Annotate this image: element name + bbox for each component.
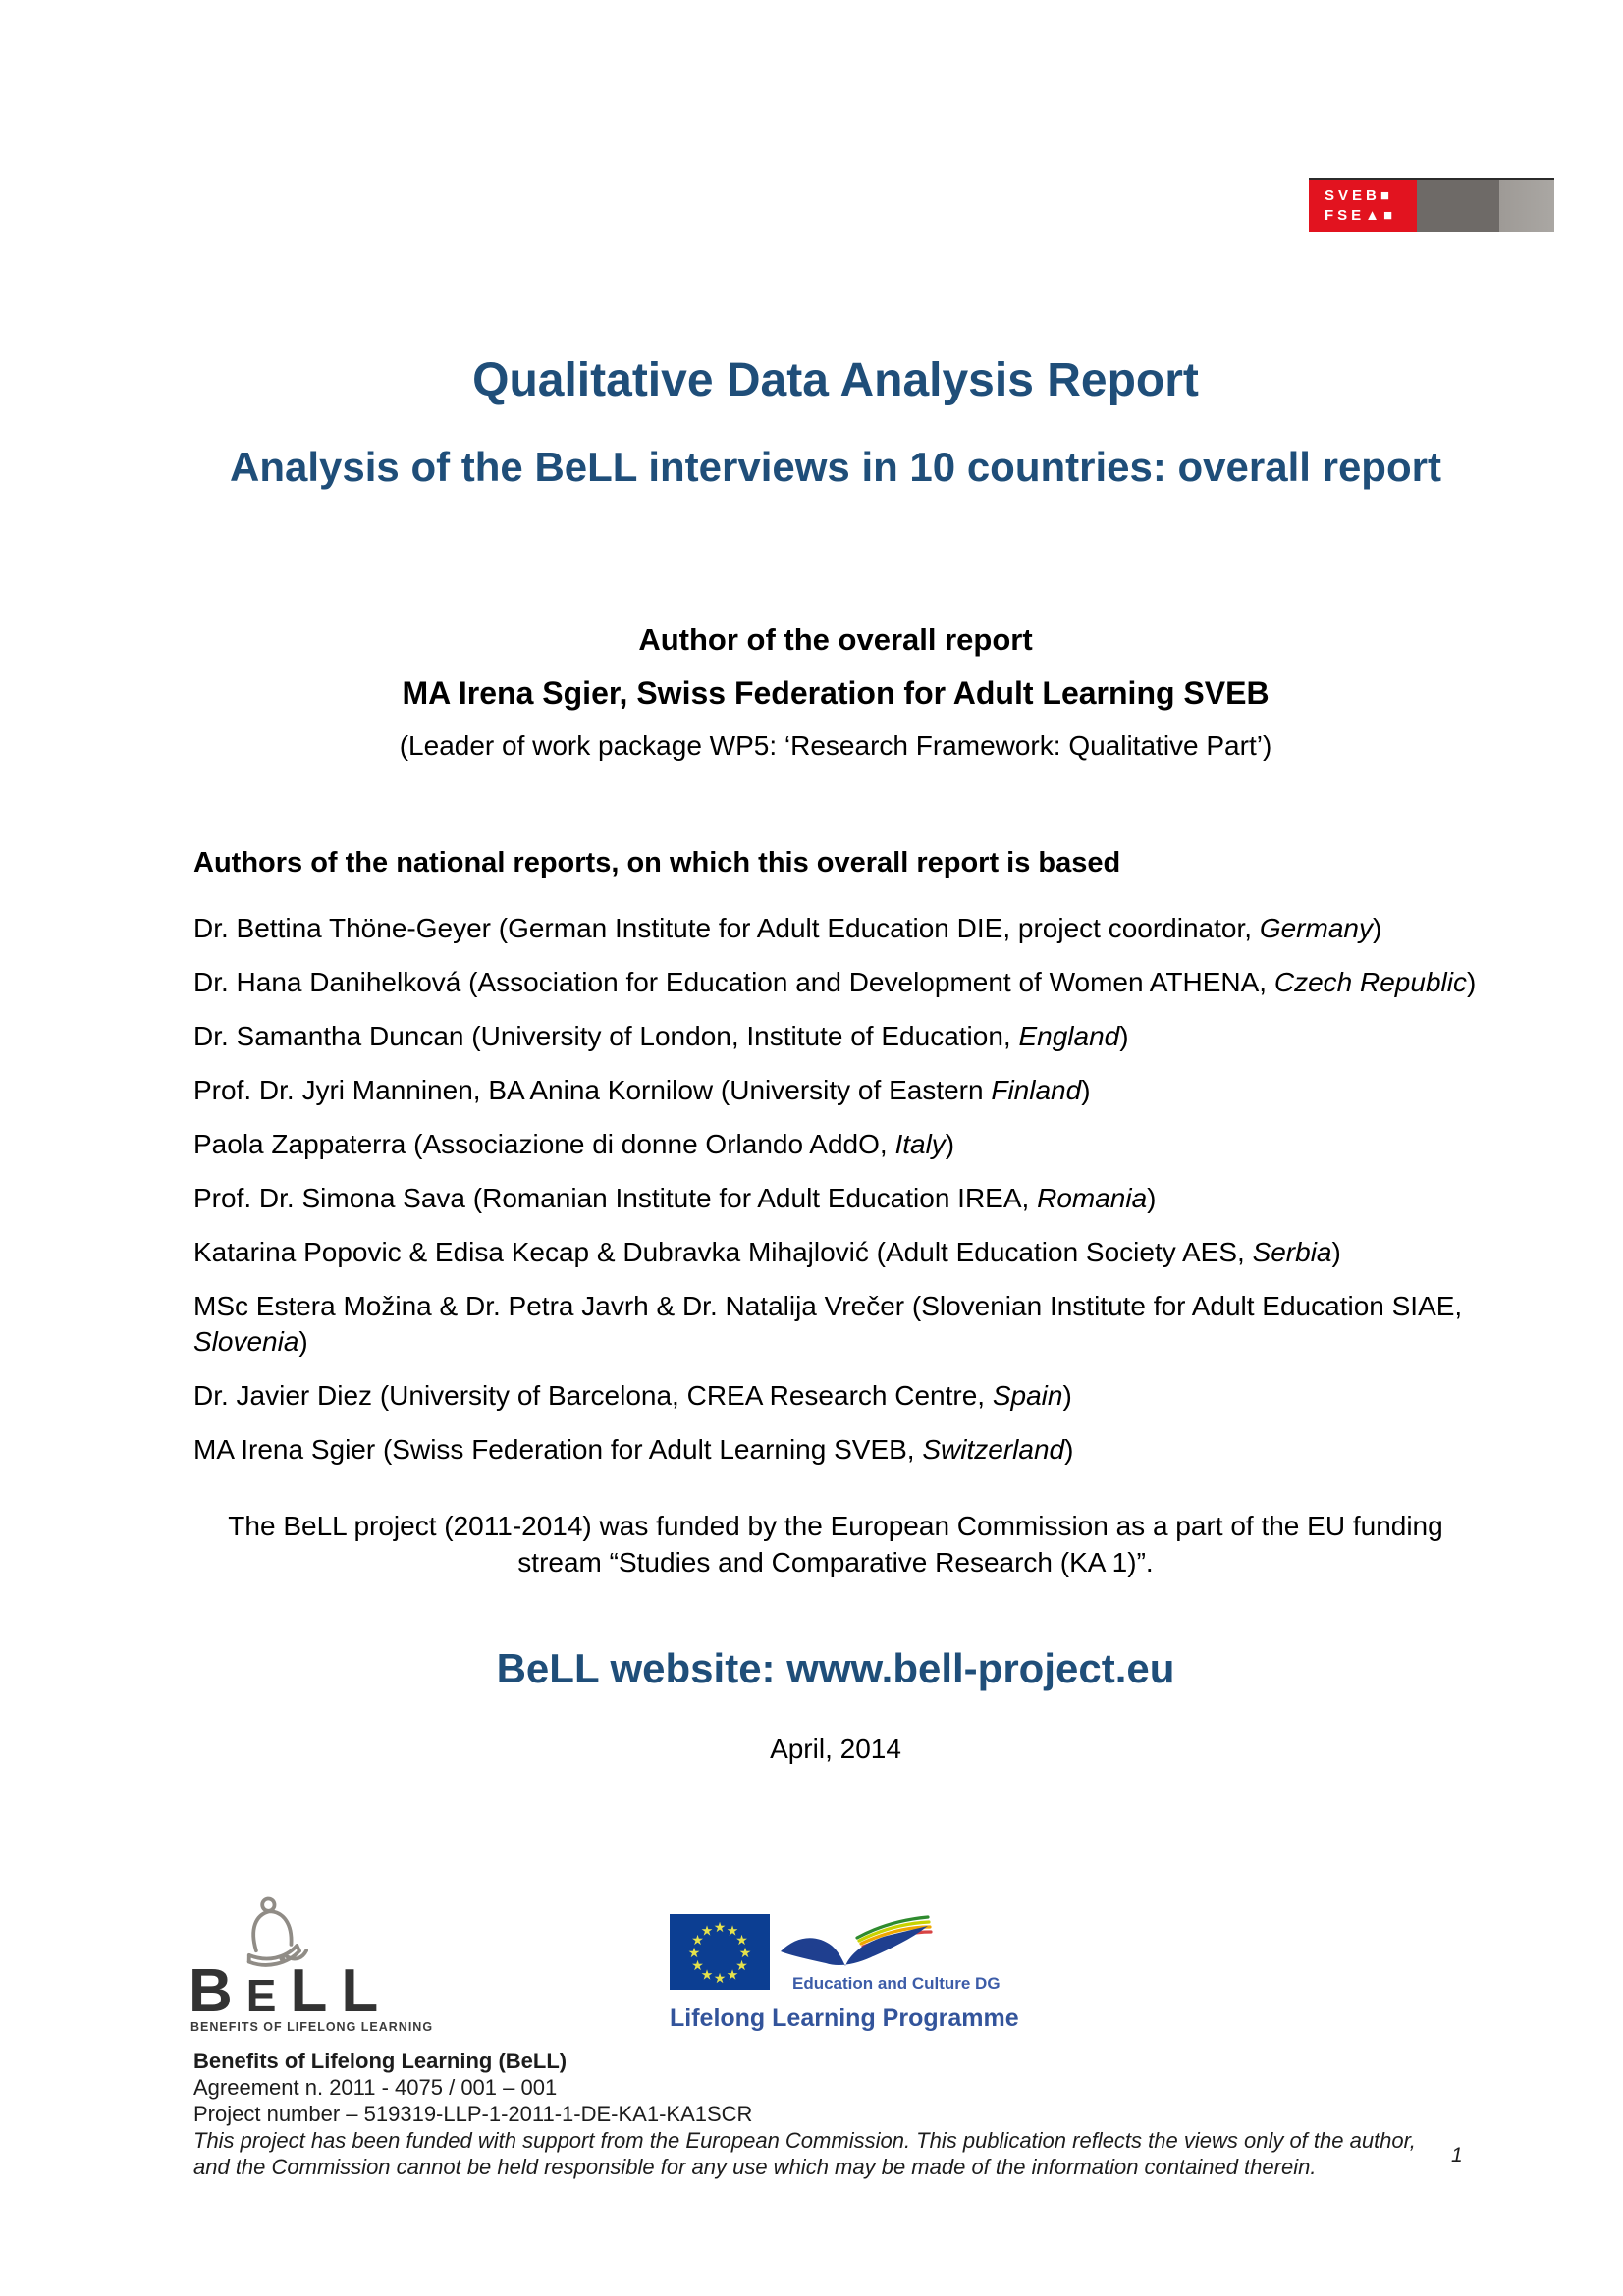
- author-entry-country: Slovenia: [193, 1326, 299, 1357]
- sveb-logo-row1: SVEB■: [1325, 187, 1393, 204]
- author-note: (Leader of work package WP5: ‘Research F…: [399, 730, 1272, 761]
- page-title: Qualitative Data Analysis Report: [472, 354, 1199, 406]
- footer-disclaimer-line1: This project has been funded with suppor…: [193, 2128, 1416, 2153]
- bell-project-logo: BELL BENEFITS OF LIFELONG LEARNING: [187, 1895, 432, 2042]
- author-entry-text: Paola Zappaterra (Associazione di donne …: [193, 1129, 895, 1159]
- footer-disclaimer-line2: and the Commission cannot be held respon…: [193, 2155, 1317, 2179]
- author-entry-suffix: ): [298, 1326, 308, 1357]
- author-entry-text: Prof. Dr. Jyri Manninen, BA Anina Kornil…: [193, 1075, 992, 1105]
- bell-website-link[interactable]: BeLL website: www.bell-project.eu: [496, 1645, 1175, 1691]
- footer-project-info: Benefits of Lifelong Learning (BeLL) Agr…: [193, 2048, 1470, 2180]
- education-culture-dg-label: Education and Culture DG: [792, 1974, 1001, 1993]
- author-entry-text: Dr. Samantha Duncan (University of Londo…: [193, 1021, 1019, 1051]
- lifelong-learning-programme-label: Lifelong Learning Programme: [670, 2004, 1019, 2032]
- funding-statement-text: The BeLL project (2011-2014) was funded …: [228, 1511, 1443, 1577]
- sveb-fsea-logo: SVEB■ FSE▲■: [1309, 178, 1554, 232]
- author-entry-suffix: ): [1081, 1075, 1091, 1105]
- national-authors-heading: Authors of the national reports, on whic…: [193, 847, 1121, 879]
- author-entry-country: England: [1018, 1021, 1120, 1051]
- sveb-logo-gray-block: [1417, 180, 1554, 232]
- publication-date: April, 2014: [770, 1734, 901, 1764]
- author-entry-suffix: ): [1331, 1237, 1341, 1267]
- page-number: 1: [1451, 2144, 1463, 2166]
- author-entry-country: Spain: [992, 1380, 1063, 1411]
- author-entry-suffix: ): [1064, 1434, 1074, 1465]
- author-entry-country: Romania: [1037, 1183, 1148, 1213]
- bell-letter: B: [189, 1957, 246, 2025]
- author-entry-country: Finland: [991, 1075, 1082, 1105]
- author-entry-text: Dr. Hana Danihelková (Association for Ed…: [193, 967, 1274, 997]
- sveb-logo-row2: FSE▲■: [1325, 207, 1397, 224]
- author-entry-suffix: ): [1119, 1021, 1129, 1051]
- author-entry-country: Switzerland: [922, 1434, 1065, 1465]
- author-entry: Prof. Dr. Jyri Manninen, BA Anina Kornil…: [193, 1073, 1485, 1108]
- bell-icon: [246, 1896, 308, 1967]
- author-entry-suffix: ): [1372, 913, 1382, 943]
- education-culture-bird-icon: [781, 1915, 933, 1966]
- author-entry-text: MSc Estera Možina & Dr. Petra Javrh & Dr…: [193, 1291, 1463, 1321]
- author-entry: MSc Estera Možina & Dr. Petra Javrh & Dr…: [193, 1289, 1485, 1360]
- author-entry: MA Irena Sgier (Swiss Federation for Adu…: [193, 1432, 1485, 1468]
- page-subtitle: Analysis of the BeLL interviews in 10 co…: [230, 444, 1441, 490]
- eu-llp-logo: ★ ★ ★ ★ ★ ★ ★ ★ ★ ★ ★ ★ Educat: [670, 1914, 1019, 2033]
- author-entry: Dr. Samantha Duncan (University of Londo…: [193, 1019, 1485, 1054]
- footer-agreement-number: Agreement n. 2011 - 4075 / 001 – 001: [193, 2075, 558, 2100]
- author-entry: Prof. Dr. Simona Sava (Romanian Institut…: [193, 1181, 1485, 1216]
- eu-flag-stars: ★ ★ ★ ★ ★ ★ ★ ★ ★ ★ ★ ★: [687, 1919, 752, 1986]
- author-entry: Katarina Popovic & Edisa Kecap & Dubravk…: [193, 1235, 1485, 1270]
- author-entry-text: MA Irena Sgier (Swiss Federation for Adu…: [193, 1434, 923, 1465]
- bell-letter: L: [341, 1957, 393, 2025]
- author-entry-country: Serbia: [1252, 1237, 1332, 1267]
- author-entry: Dr. Javier Diez (University of Barcelona…: [193, 1378, 1485, 1414]
- author-entry-text: Prof. Dr. Simona Sava (Romanian Institut…: [193, 1183, 1038, 1213]
- eu-flag-icon: ★ ★ ★ ★ ★ ★ ★ ★ ★ ★ ★ ★: [670, 1914, 770, 1990]
- author-entry-suffix: ): [1147, 1183, 1157, 1213]
- author-entry: Paola Zappaterra (Associazione di donne …: [193, 1127, 1485, 1162]
- funding-statement: The BeLL project (2011-2014) was funded …: [193, 1508, 1478, 1580]
- author-entry-text: Dr. Bettina Thöne-Geyer (German Institut…: [193, 913, 1260, 943]
- footer-project-number: Project number – 519319-LLP-1-2011-1-DE-…: [193, 2102, 753, 2126]
- author-entry-suffix: ): [945, 1129, 955, 1159]
- bell-letter: L: [290, 1957, 342, 2025]
- national-authors-section: Authors of the national reports, on whic…: [193, 845, 1485, 1486]
- author-entry-text: Katarina Popovic & Edisa Kecap & Dubravk…: [193, 1237, 1253, 1267]
- sveb-logo-red-block: SVEB■ FSE▲■: [1309, 180, 1417, 232]
- author-section-heading: Author of the overall report: [638, 622, 1033, 657]
- author-entry-country: Czech Republic: [1273, 967, 1467, 997]
- bell-logo-wordmark: BELL: [189, 1961, 392, 2022]
- bell-logo-tagline: BENEFITS OF LIFELONG LEARNING: [190, 2020, 434, 2034]
- author-entry: Dr. Hana Danihelková (Association for Ed…: [193, 965, 1485, 1000]
- bell-letter: E: [245, 1970, 291, 2021]
- author-entry: Dr. Bettina Thöne-Geyer (German Institut…: [193, 911, 1485, 946]
- author-entry-country: Italy: [894, 1129, 946, 1159]
- author-entry-text: Dr. Javier Diez (University of Barcelona…: [193, 1380, 993, 1411]
- author-entry-suffix: ): [1062, 1380, 1072, 1411]
- author-entry-country: Germany: [1259, 913, 1373, 943]
- author-entry-suffix: ): [1466, 967, 1477, 997]
- footer-project-title: Benefits of Lifelong Learning (BeLL): [193, 2049, 568, 2073]
- author-name: MA Irena Sgier, Swiss Federation for Adu…: [402, 675, 1270, 711]
